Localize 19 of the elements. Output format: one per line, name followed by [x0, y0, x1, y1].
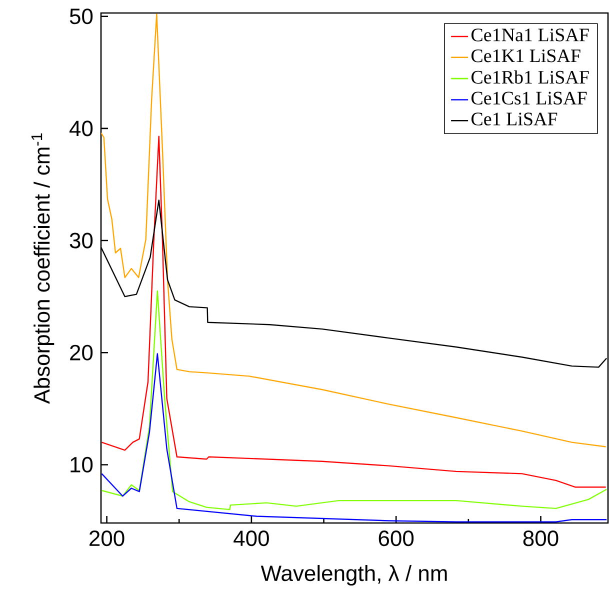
line-series: [101, 136, 606, 488]
x-tick-label: 800: [523, 530, 558, 546]
legend-label: Ce1 LiSAF: [471, 112, 558, 126]
y-tick-label: 30: [70, 232, 93, 248]
y-axis-title: Absorption coefficient / cm$^{-1}$: [31, 133, 54, 404]
y-tick-label: 20: [70, 344, 93, 360]
y-tick-label: 10: [70, 456, 93, 473]
x-tick-label: 200: [90, 530, 124, 546]
legend-label: Ce1K1 LiSAF: [471, 49, 580, 62]
line-series: [101, 353, 608, 522]
line-series: [101, 14, 606, 448]
x-tick-label: 600: [378, 530, 414, 546]
y-tick-label: 40: [69, 120, 93, 136]
legend-label: Ce1Na1 LiSAF: [471, 28, 589, 42]
x-axis-title: Wavelength, λ / nm: [260, 564, 447, 586]
legend-label: Ce1Rb1 LiSAF: [471, 70, 589, 84]
x-tick-label: 400: [234, 530, 269, 546]
y-tick-label: 50: [70, 8, 93, 24]
legend-label: Ce1Cs1 LiSAF: [471, 92, 587, 105]
